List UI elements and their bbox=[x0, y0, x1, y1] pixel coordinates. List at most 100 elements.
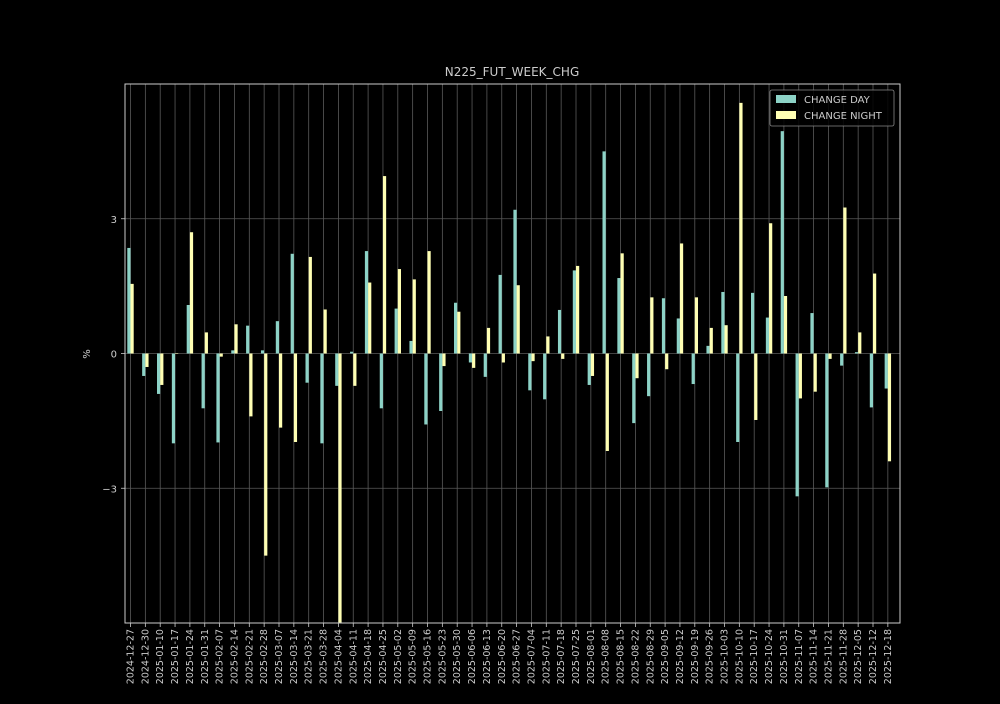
legend: CHANGE DAY CHANGE NIGHT bbox=[769, 89, 895, 127]
x-tick-label: 2025-01-24 bbox=[185, 629, 196, 684]
bar-change-day bbox=[840, 353, 844, 366]
bar-change-day bbox=[157, 353, 161, 394]
bar-change-day bbox=[751, 292, 755, 354]
bar-change-night bbox=[472, 353, 476, 368]
bar-change-day bbox=[142, 353, 146, 376]
bar-change-night bbox=[486, 327, 491, 354]
bar-change-night bbox=[175, 353, 179, 354]
bar-change-day bbox=[439, 353, 443, 411]
x-tick-label: 2025-03-07 bbox=[274, 629, 285, 684]
bar-change-night bbox=[145, 353, 149, 367]
x-tick-label: 2025-02-14 bbox=[229, 629, 240, 684]
bar-change-night bbox=[457, 311, 461, 354]
x-tick-label: 2025-06-27 bbox=[512, 629, 523, 684]
bar-change-day bbox=[394, 308, 398, 354]
x-tick-label: 2025-05-30 bbox=[452, 629, 463, 684]
bar-change-night bbox=[130, 283, 134, 354]
axis-ticks: 2024-12-27 2024-12-30 2025-01-10 2025-01-17… bbox=[102, 215, 894, 684]
bar-change-night bbox=[219, 353, 223, 357]
bar-change-day bbox=[246, 325, 250, 354]
x-tick-label: 2025-01-17 bbox=[170, 629, 181, 684]
bar-change-day bbox=[884, 353, 888, 389]
bar-change-day bbox=[231, 350, 235, 354]
x-tick-label: 2025-06-13 bbox=[482, 629, 493, 684]
bar-change-night bbox=[412, 279, 416, 354]
legend-swatch bbox=[776, 95, 796, 103]
bar-change-day bbox=[528, 353, 532, 391]
x-tick-label: 2025-06-06 bbox=[467, 629, 478, 684]
x-tick-label: 2025-08-01 bbox=[586, 629, 597, 684]
x-tick-label: 2025-09-26 bbox=[705, 629, 716, 684]
bar-change-day bbox=[350, 351, 354, 354]
bar-change-day bbox=[706, 345, 710, 354]
bar-change-night bbox=[338, 353, 342, 623]
bar-change-night bbox=[368, 282, 372, 354]
bar-change-night bbox=[501, 353, 505, 363]
bar-change-day bbox=[424, 353, 428, 425]
bar-change-night bbox=[323, 309, 327, 354]
x-tick-label: 2025-02-07 bbox=[215, 629, 226, 684]
bar-change-day bbox=[825, 353, 829, 488]
y-tick-label: 3 bbox=[111, 215, 117, 226]
bar-change-night bbox=[308, 256, 312, 354]
bar-change-day bbox=[290, 253, 294, 354]
bar-change-day bbox=[409, 340, 413, 354]
x-tick-label: 2025-02-28 bbox=[259, 629, 270, 684]
bar-change-day bbox=[468, 353, 473, 363]
legend-swatch bbox=[776, 111, 796, 119]
x-tick-label: 2025-06-20 bbox=[497, 629, 508, 684]
y-tick-label: −3 bbox=[102, 484, 117, 495]
bar-change-day bbox=[632, 353, 636, 424]
bar-change-day bbox=[557, 309, 562, 354]
bar-change-night bbox=[353, 353, 357, 386]
x-tick-label: 2025-10-31 bbox=[779, 629, 790, 684]
bar-change-night bbox=[204, 332, 208, 354]
bar-change-night bbox=[843, 207, 847, 354]
bar-change-night bbox=[605, 353, 609, 451]
bar-change-night bbox=[873, 273, 877, 354]
x-tick-label: 2025-05-02 bbox=[393, 629, 404, 684]
x-tick-label: 2025-04-04 bbox=[333, 629, 344, 684]
bar-change-night bbox=[798, 353, 802, 399]
bar-change-day bbox=[498, 274, 502, 354]
x-tick-label: 2025-02-21 bbox=[244, 629, 255, 684]
x-tick-label: 2025-03-21 bbox=[304, 629, 315, 684]
bar-change-day bbox=[854, 352, 859, 354]
bar-change-night bbox=[576, 265, 580, 354]
bar-change-night bbox=[264, 353, 268, 556]
bar-change-night bbox=[650, 297, 654, 354]
legend-label: CHANGE NIGHT bbox=[804, 111, 883, 122]
x-tick-label: 2025-11-07 bbox=[794, 629, 805, 684]
x-tick-label: 2025-12-12 bbox=[868, 629, 879, 684]
bar-change-night bbox=[442, 353, 446, 367]
bar-change-night bbox=[546, 336, 550, 354]
x-tick-label: 2025-10-17 bbox=[749, 629, 760, 684]
bar-change-night bbox=[887, 353, 892, 462]
bar-change-day bbox=[379, 353, 383, 409]
x-tick-label: 2025-04-25 bbox=[378, 629, 389, 684]
bar-change-night bbox=[189, 232, 194, 354]
y-tick-label: 0 bbox=[111, 350, 117, 361]
x-tick-label: 2025-04-11 bbox=[348, 629, 359, 684]
bar-change-day bbox=[320, 353, 324, 444]
bar-change-night bbox=[397, 269, 401, 354]
x-tick-label: 2025-01-31 bbox=[200, 629, 211, 684]
bar-change-day bbox=[513, 209, 517, 354]
bar-change-day bbox=[795, 353, 799, 497]
bar-change-day bbox=[602, 151, 606, 354]
bar-change-day bbox=[572, 270, 576, 354]
x-tick-label: 2025-03-28 bbox=[319, 629, 330, 684]
bar-change-day bbox=[171, 353, 176, 444]
x-tick-label: 2025-10-03 bbox=[720, 629, 731, 684]
x-tick-label: 2025-01-10 bbox=[155, 629, 166, 684]
bar-change-night bbox=[160, 353, 164, 385]
bar-change-day bbox=[721, 291, 725, 354]
legend-box bbox=[769, 89, 895, 127]
x-tick-label: 2025-10-10 bbox=[734, 629, 745, 684]
legend-label: CHANGE DAY bbox=[804, 95, 871, 106]
bar-change-day bbox=[216, 353, 220, 443]
bar-change-night bbox=[739, 102, 743, 354]
bar-change-night bbox=[382, 176, 387, 354]
x-tick-label: 2025-07-18 bbox=[556, 629, 567, 684]
